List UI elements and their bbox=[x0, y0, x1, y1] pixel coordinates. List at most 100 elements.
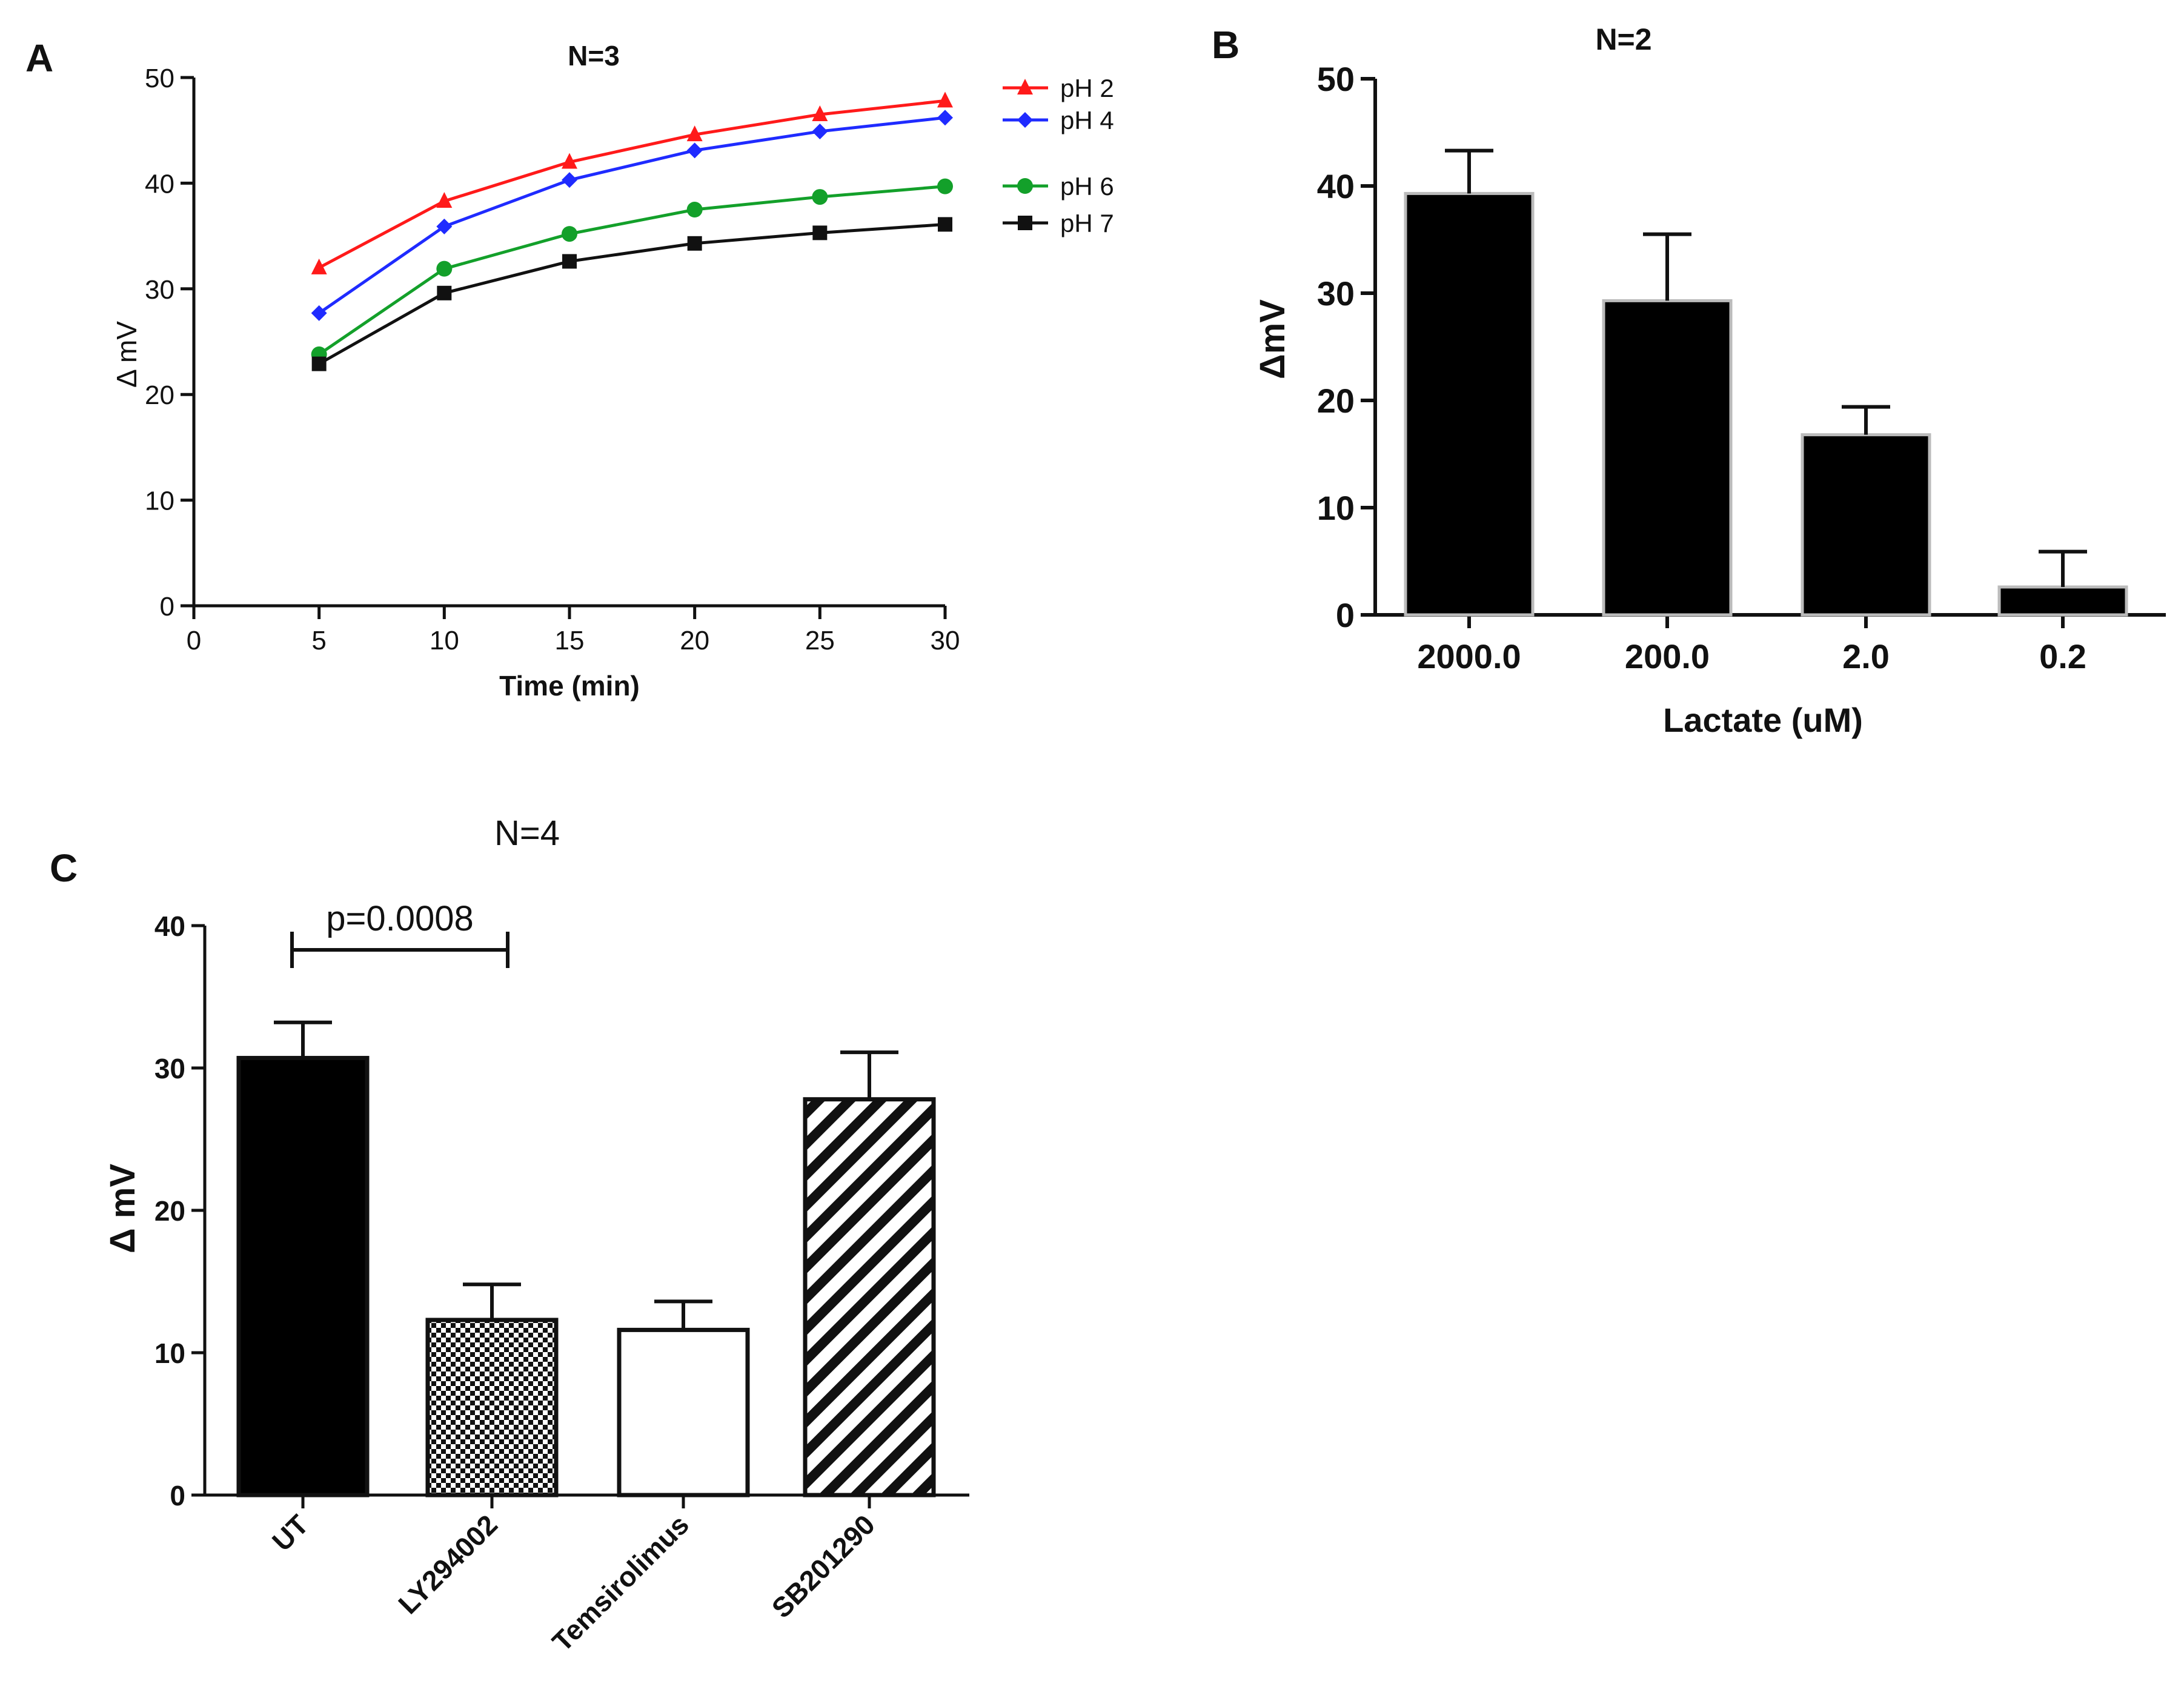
panel-c-bars bbox=[236, 1020, 936, 1497]
panel-a-legend: pH 2 pH 4 pH 6 pH 7 bbox=[1003, 74, 1114, 237]
panel-b-title: N=2 bbox=[1595, 22, 1651, 56]
panel-a-data-point bbox=[937, 91, 953, 108]
panel-b-x-tick-label: 200.0 bbox=[1625, 637, 1710, 675]
panel-a-y-tick-label: 10 bbox=[145, 486, 174, 516]
panel-a-data-point bbox=[686, 125, 703, 142]
panel-a-data-point bbox=[686, 142, 703, 159]
panel-c-bar bbox=[803, 1097, 936, 1497]
panel-b-y-tick-label: 20 bbox=[1317, 382, 1355, 420]
panel-a-legend-label: pH 6 bbox=[1060, 172, 1114, 201]
panel-a-y-tick-label: 0 bbox=[160, 592, 174, 622]
panel-a-series-line bbox=[318, 116, 946, 314]
panel-a-series-line bbox=[318, 99, 946, 270]
panel-a-x-tick-label: 10 bbox=[430, 626, 459, 655]
panel-a-data-point bbox=[562, 153, 577, 169]
panel-a-data-point bbox=[436, 260, 453, 277]
panel-a-series-line bbox=[318, 222, 946, 365]
panel-a-y-tick-label: 20 bbox=[145, 380, 174, 410]
panel-b-bar bbox=[1801, 433, 1931, 617]
panel-b-y-tick-label: 30 bbox=[1317, 274, 1355, 313]
panel-a-y-tick-label: 50 bbox=[145, 64, 174, 93]
panel-a-series-2 bbox=[311, 178, 953, 362]
panel-b-bar bbox=[1602, 299, 1733, 617]
panel-c-title: N=4 bbox=[494, 814, 560, 853]
panel-c-significance: p=0.0008 bbox=[290, 899, 509, 968]
panel-a-x-tick-label: 0 bbox=[187, 626, 201, 655]
panel-b-bar-chart: N=2 0 10 20 30 40 50 2000.0 200.0 2.0 0.2 Lactate… bbox=[1253, 22, 2166, 739]
panel-a-data-point bbox=[311, 305, 327, 321]
panel-b-y-tick-label: 50 bbox=[1317, 60, 1355, 98]
panel-c-x-tick-label: LY294002 bbox=[392, 1508, 503, 1620]
panel-a-legend-label: pH 2 bbox=[1060, 74, 1114, 102]
panel-a-x-tick-label: 30 bbox=[931, 626, 960, 655]
panel-a-x-tick-label: 5 bbox=[311, 626, 326, 655]
panel-b-y-tick-label: 10 bbox=[1317, 489, 1355, 527]
panel-a-series-3 bbox=[311, 217, 952, 371]
panel-a-data-point bbox=[437, 285, 452, 300]
panel-a-series-line bbox=[318, 185, 946, 356]
panel-b-x-axis-label: Lactate (uM) bbox=[1663, 701, 1863, 739]
panel-a-data-point bbox=[812, 225, 828, 240]
panel-c-bar bbox=[425, 1318, 559, 1497]
panel-b-x-tick-label: 2000.0 bbox=[1417, 637, 1521, 675]
panel-a-data-point bbox=[812, 189, 828, 205]
panel-a-series-0 bbox=[311, 91, 953, 274]
panel-label-c: C bbox=[50, 846, 78, 890]
panel-a-axes: 0 10 20 30 40 50 0 5 10 15 20 25 30 bbox=[145, 64, 960, 655]
panel-c-x-tick-label: UT bbox=[266, 1508, 314, 1557]
panel-a-data-point bbox=[938, 217, 952, 232]
panel-b-y-tick-label: 0 bbox=[1336, 596, 1355, 634]
panel-a-data-point bbox=[436, 218, 453, 234]
panel-a-legend-marker bbox=[1017, 79, 1033, 95]
panel-a-data-point bbox=[311, 258, 327, 274]
panel-label-a: A bbox=[25, 36, 53, 80]
panel-a-title: N=3 bbox=[568, 40, 620, 71]
panel-a-line-chart: N=3 0 10 20 30 40 50 0 5 10 15 20 25 30 pH 2 pH 4 pH 6… bbox=[111, 40, 1114, 701]
panel-b-bar bbox=[1404, 191, 1535, 617]
panel-a-legend-label: pH 7 bbox=[1060, 209, 1114, 237]
panel-a-data-point bbox=[436, 192, 453, 208]
panel-c-y-tick-label: 10 bbox=[154, 1338, 185, 1369]
panel-b-axes: 0 10 20 30 40 50 2000.0 200.0 2.0 0.2 bbox=[1317, 60, 2166, 675]
panel-a-y-tick-label: 40 bbox=[145, 169, 174, 199]
panel-a-legend-marker bbox=[1017, 112, 1033, 128]
panel-a-data-point bbox=[562, 254, 577, 269]
panel-label-b: B bbox=[1212, 23, 1240, 67]
panel-b-y-axis-label: ΔmV bbox=[1253, 299, 1292, 379]
panel-a-data-point bbox=[562, 172, 577, 188]
panel-a-x-tick-label: 25 bbox=[805, 626, 835, 655]
panel-b-x-tick-label: 0.2 bbox=[2039, 637, 2086, 675]
panel-a-data-point bbox=[686, 202, 703, 217]
panel-a-y-tick-label: 30 bbox=[145, 275, 174, 305]
panel-c-x-tick-label: Temsirolimus bbox=[546, 1508, 695, 1657]
panel-c-y-tick-label: 40 bbox=[154, 910, 185, 942]
panel-c-x-tick-label: SB201290 bbox=[766, 1508, 881, 1623]
panel-a-series bbox=[311, 91, 953, 371]
panel-c-p-value-label: p=0.0008 bbox=[326, 899, 474, 938]
panel-a-data-point bbox=[562, 226, 577, 242]
panel-a-legend-marker bbox=[1018, 216, 1032, 230]
panel-a-data-point bbox=[937, 178, 953, 194]
panel-b-x-tick-label: 2.0 bbox=[1842, 637, 1890, 675]
panel-a-data-point bbox=[812, 123, 828, 139]
panel-c-y-axis-label: Δ mV bbox=[103, 1164, 142, 1253]
panel-a-x-tick-label: 20 bbox=[680, 626, 709, 655]
panel-b-y-tick-label: 40 bbox=[1317, 167, 1355, 205]
panel-c-bar bbox=[617, 1327, 750, 1497]
panel-a-x-tick-label: 15 bbox=[555, 626, 585, 655]
panel-c-y-tick-label: 30 bbox=[154, 1053, 185, 1084]
panel-a-x-axis-label: Time (min) bbox=[499, 670, 640, 701]
panel-c-y-tick-label: 0 bbox=[170, 1480, 185, 1511]
panel-c-bar bbox=[236, 1056, 370, 1497]
panel-c-y-tick-label: 20 bbox=[154, 1195, 185, 1227]
panel-a-y-axis-label: Δ mV bbox=[111, 321, 142, 388]
panel-a-series-1 bbox=[311, 110, 953, 321]
panel-b-bars bbox=[1404, 148, 2128, 617]
panel-a-data-point bbox=[687, 236, 702, 251]
panel-a-legend-marker bbox=[1017, 178, 1033, 194]
panel-a-legend-label: pH 4 bbox=[1060, 106, 1114, 134]
panel-b-bar bbox=[1997, 585, 2128, 617]
panel-a-data-point bbox=[937, 110, 953, 126]
panel-c-bar-chart: N=4 0 10 20 30 40 UT LY294002 Temsirolimus SB201… bbox=[103, 814, 969, 1657]
